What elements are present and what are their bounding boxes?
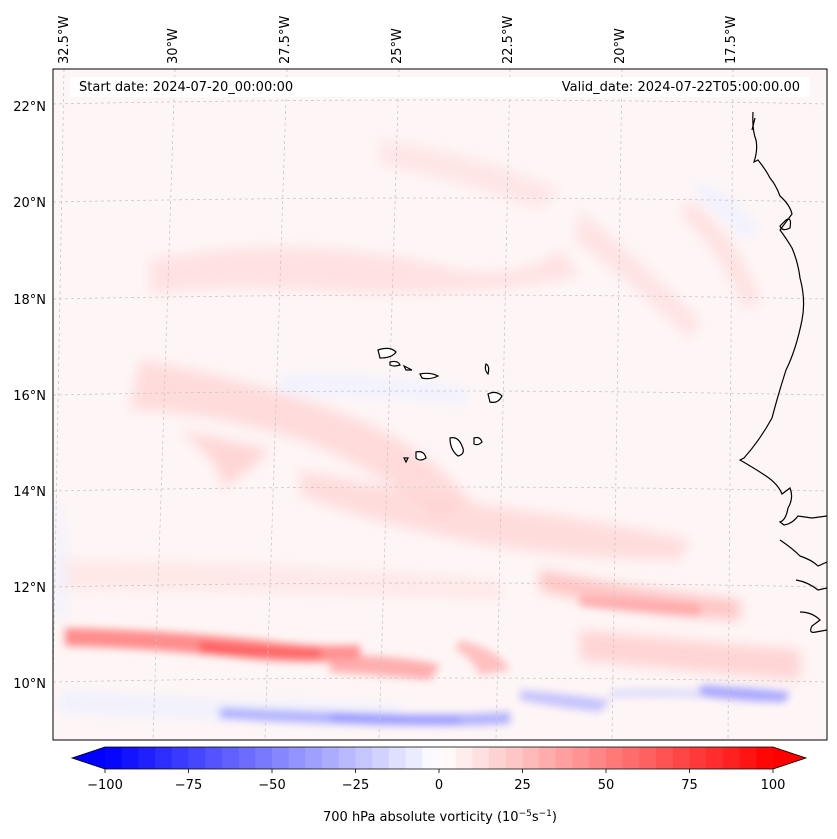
- island-fogo: [415, 451, 427, 461]
- colorbar-tick-label: −100: [87, 778, 123, 793]
- colorbar-tick-label: 75: [681, 778, 698, 793]
- colorbar-tick-label: 100: [761, 778, 786, 793]
- lat-label-16n: 16°N: [13, 389, 46, 404]
- africa-coast: [738, 111, 827, 526]
- colorbar-segment: [188, 747, 206, 769]
- map-panel: Start date: 2024-07-20_00:00:00 Valid_da…: [53, 69, 827, 740]
- colorbar-segment: [288, 747, 306, 769]
- island-maio: [473, 436, 483, 446]
- lon-label-27-5w: 27.5°W: [278, 16, 293, 64]
- colorbar-segment: [555, 747, 574, 769]
- colorbar-segment: [155, 747, 173, 769]
- colorbar-segment: [171, 747, 190, 769]
- colorbar-segment: [255, 747, 273, 769]
- lat-label-12n: 12°N: [13, 581, 46, 596]
- colorbar-segment: [121, 747, 139, 769]
- colorbar-segment: [672, 747, 691, 769]
- colorbar-segment: [355, 747, 373, 769]
- colorbar-segment: [622, 747, 640, 769]
- island-brava: [403, 457, 409, 464]
- colorbar-segment: [539, 747, 557, 769]
- colorbar-extend-max: [773, 747, 806, 769]
- colorbar-segment: [722, 747, 741, 769]
- island-santo-antao: [377, 347, 397, 359]
- colorbar-segment: [739, 747, 757, 769]
- map-frame: [52, 68, 828, 741]
- colorbar-tick-label: 50: [598, 778, 615, 793]
- lat-label-14n: 14°N: [13, 485, 46, 500]
- colorbar-segment: [505, 747, 524, 769]
- colorbar-segment: [372, 747, 390, 769]
- colorbar-segment: [439, 747, 457, 769]
- island-sao-nicolau: [419, 372, 440, 380]
- colorbar-segment: [305, 747, 323, 769]
- colorbar-segment: [472, 747, 490, 769]
- island-sao-vicente: [389, 360, 401, 367]
- vorticity-strong-bands: [65, 595, 790, 726]
- info-box: [70, 77, 810, 97]
- colorbar-segment: [272, 747, 290, 769]
- colorbar-tick-label: −50: [258, 778, 285, 793]
- lat-label-20n: 20°N: [13, 196, 46, 211]
- colorbar-segment: [756, 747, 774, 769]
- colorbar-segment: [522, 747, 540, 769]
- colorbar-segment: [422, 747, 440, 769]
- lon-label-32-5w: 32.5°W: [57, 16, 72, 64]
- colorbar-segment: [572, 747, 590, 769]
- colorbar-segment: [388, 747, 407, 769]
- lat-label-18n: 18°N: [13, 293, 46, 308]
- colorbar-segment: [338, 747, 357, 769]
- colorbar-tick-label: −75: [175, 778, 202, 793]
- colorbar-segment: [489, 747, 507, 769]
- lat-label-10n: 10°N: [13, 677, 46, 692]
- colorbar-segment: [706, 747, 724, 769]
- colorbar-segment: [238, 747, 256, 769]
- colorbar-extend-min: [72, 747, 105, 769]
- vorticity-field: [55, 140, 800, 725]
- colorbar-segments: [72, 747, 806, 769]
- colorbar-segment: [221, 747, 240, 769]
- graticule: [53, 69, 827, 740]
- island-boa-vista: [487, 391, 503, 403]
- colorbar-ticks: −100 −75 −50 −25 0 25 50 75 100: [87, 769, 785, 793]
- island-santiago: [449, 437, 464, 457]
- colorbar-segment: [138, 747, 156, 769]
- latitude-labels: 22°N 20°N 18°N 16°N 14°N 12°N 10°N: [13, 100, 46, 692]
- colorbar-segment: [689, 747, 707, 769]
- longitude-labels: 32.5°W 30°W 27.5°W 25°W 22.5°W 20°W 17.5…: [57, 16, 739, 64]
- coastline: [738, 111, 827, 633]
- start-date-label: Start date: 2024-07-20_00:00:00: [79, 80, 293, 95]
- colorbar-tick-label: 25: [514, 778, 531, 793]
- lon-label-22-5w: 22.5°W: [501, 16, 516, 64]
- colorbar-segment: [656, 747, 674, 769]
- colorbar-segment: [322, 747, 340, 769]
- island-sal: [484, 363, 490, 376]
- colorbar-segment: [589, 747, 607, 769]
- island-santa-luzia: [402, 364, 413, 371]
- colorbar-title: 700 hPa absolute vorticity (10−5s−1): [323, 809, 557, 825]
- colorbar-segment: [455, 747, 473, 769]
- colorbar-segment: [639, 747, 657, 769]
- lon-label-20w: 20°W: [613, 28, 628, 64]
- lon-label-17-5w: 17.5°W: [724, 16, 739, 64]
- colorbar-tick-label: −25: [342, 778, 369, 793]
- lon-label-25w: 25°W: [390, 28, 405, 64]
- colorbar-segment: [606, 747, 624, 769]
- colorbar-segment: [105, 747, 123, 769]
- colorbar-segment: [405, 747, 423, 769]
- lat-label-22n: 22°N: [13, 100, 46, 115]
- colorbar-tick-label: 0: [435, 778, 443, 793]
- colorbar-segment: [205, 747, 223, 769]
- cape-verde-islands: [377, 347, 503, 464]
- colorbar: −100 −75 −50 −25 0 25 50 75 100 700 hPa absolute…: [70, 746, 808, 825]
- lon-label-30w: 30°W: [166, 28, 181, 64]
- valid-date-label: Valid_date: 2024-07-22T05:00:00.00: [562, 80, 800, 95]
